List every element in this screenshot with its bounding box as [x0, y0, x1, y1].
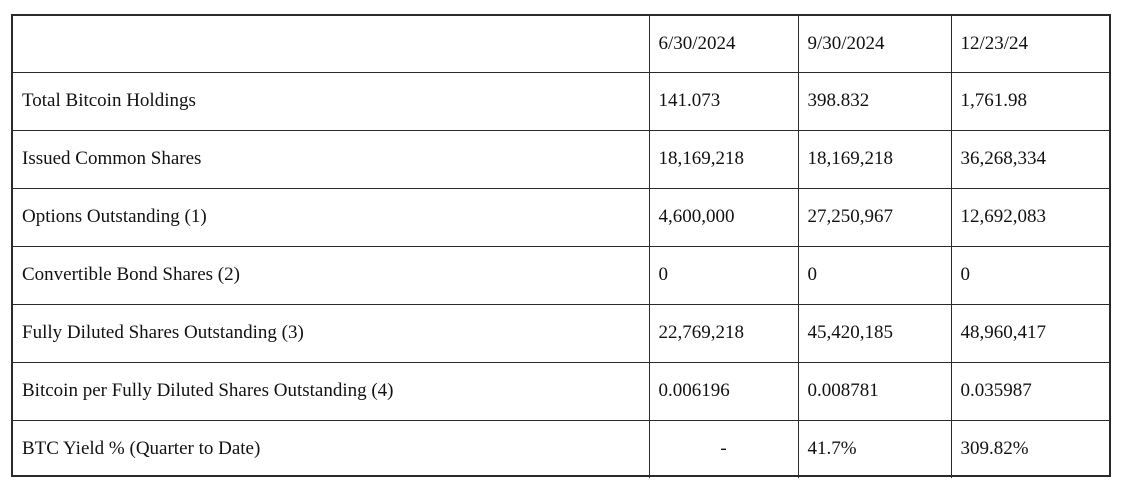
table-cell: 1,761.98: [950, 71, 1109, 131]
table-row: BTC Yield % (Quarter to Date) - 41.7% 30…: [13, 419, 1109, 478]
row-label: Total Bitcoin Holdings: [13, 71, 650, 131]
table-cell: 0.006196: [648, 361, 799, 421]
table-cell: 0: [648, 245, 799, 305]
table-cell: 0.008781: [797, 361, 952, 421]
header-cell-date: 12/23/24: [950, 16, 1109, 73]
table-row: Options Outstanding (1) 4,600,000 27,250…: [13, 187, 1109, 247]
header-cell-empty: [13, 16, 650, 73]
table-row: Issued Common Shares 18,169,218 18,169,2…: [13, 129, 1109, 189]
table-row: Fully Diluted Shares Outstanding (3) 22,…: [13, 303, 1109, 363]
table-cell: 141.073: [648, 71, 799, 131]
table-cell: 41.7%: [797, 419, 952, 478]
row-label: BTC Yield % (Quarter to Date): [13, 419, 650, 478]
table-row: Convertible Bond Shares (2) 0 0 0: [13, 245, 1109, 305]
table-cell: 18,169,218: [797, 129, 952, 189]
header-cell-date: 9/30/2024: [797, 16, 952, 73]
table-cell: 22,769,218: [648, 303, 799, 363]
table-cell: 0: [950, 245, 1109, 305]
table-cell: 0: [797, 245, 952, 305]
header-cell-date: 6/30/2024: [648, 16, 799, 73]
table-cell: 27,250,967: [797, 187, 952, 247]
table-row: Bitcoin per Fully Diluted Shares Outstan…: [13, 361, 1109, 421]
row-label: Fully Diluted Shares Outstanding (3): [13, 303, 650, 363]
row-label: Bitcoin per Fully Diluted Shares Outstan…: [13, 361, 650, 421]
table-cell: 45,420,185: [797, 303, 952, 363]
table-header-row: 6/30/2024 9/30/2024 12/23/24: [13, 16, 1109, 73]
bitcoin-holdings-table: 6/30/2024 9/30/2024 12/23/24 Total Bitco…: [13, 16, 1109, 478]
table-cell: 36,268,334: [950, 129, 1109, 189]
table-cell: 48,960,417: [950, 303, 1109, 363]
table-row: Total Bitcoin Holdings 141.073 398.832 1…: [13, 71, 1109, 131]
row-label: Convertible Bond Shares (2): [13, 245, 650, 305]
table-cell: 398.832: [797, 71, 952, 131]
table-cell: 12,692,083: [950, 187, 1109, 247]
row-label: Options Outstanding (1): [13, 187, 650, 247]
table-cell: 309.82%: [950, 419, 1109, 478]
table-cell: -: [648, 419, 799, 478]
row-label: Issued Common Shares: [13, 129, 650, 189]
table-cell: 4,600,000: [648, 187, 799, 247]
table-cell: 18,169,218: [648, 129, 799, 189]
table-cell: 0.035987: [950, 361, 1109, 421]
bitcoin-holdings-table-container: 6/30/2024 9/30/2024 12/23/24 Total Bitco…: [11, 14, 1111, 478]
